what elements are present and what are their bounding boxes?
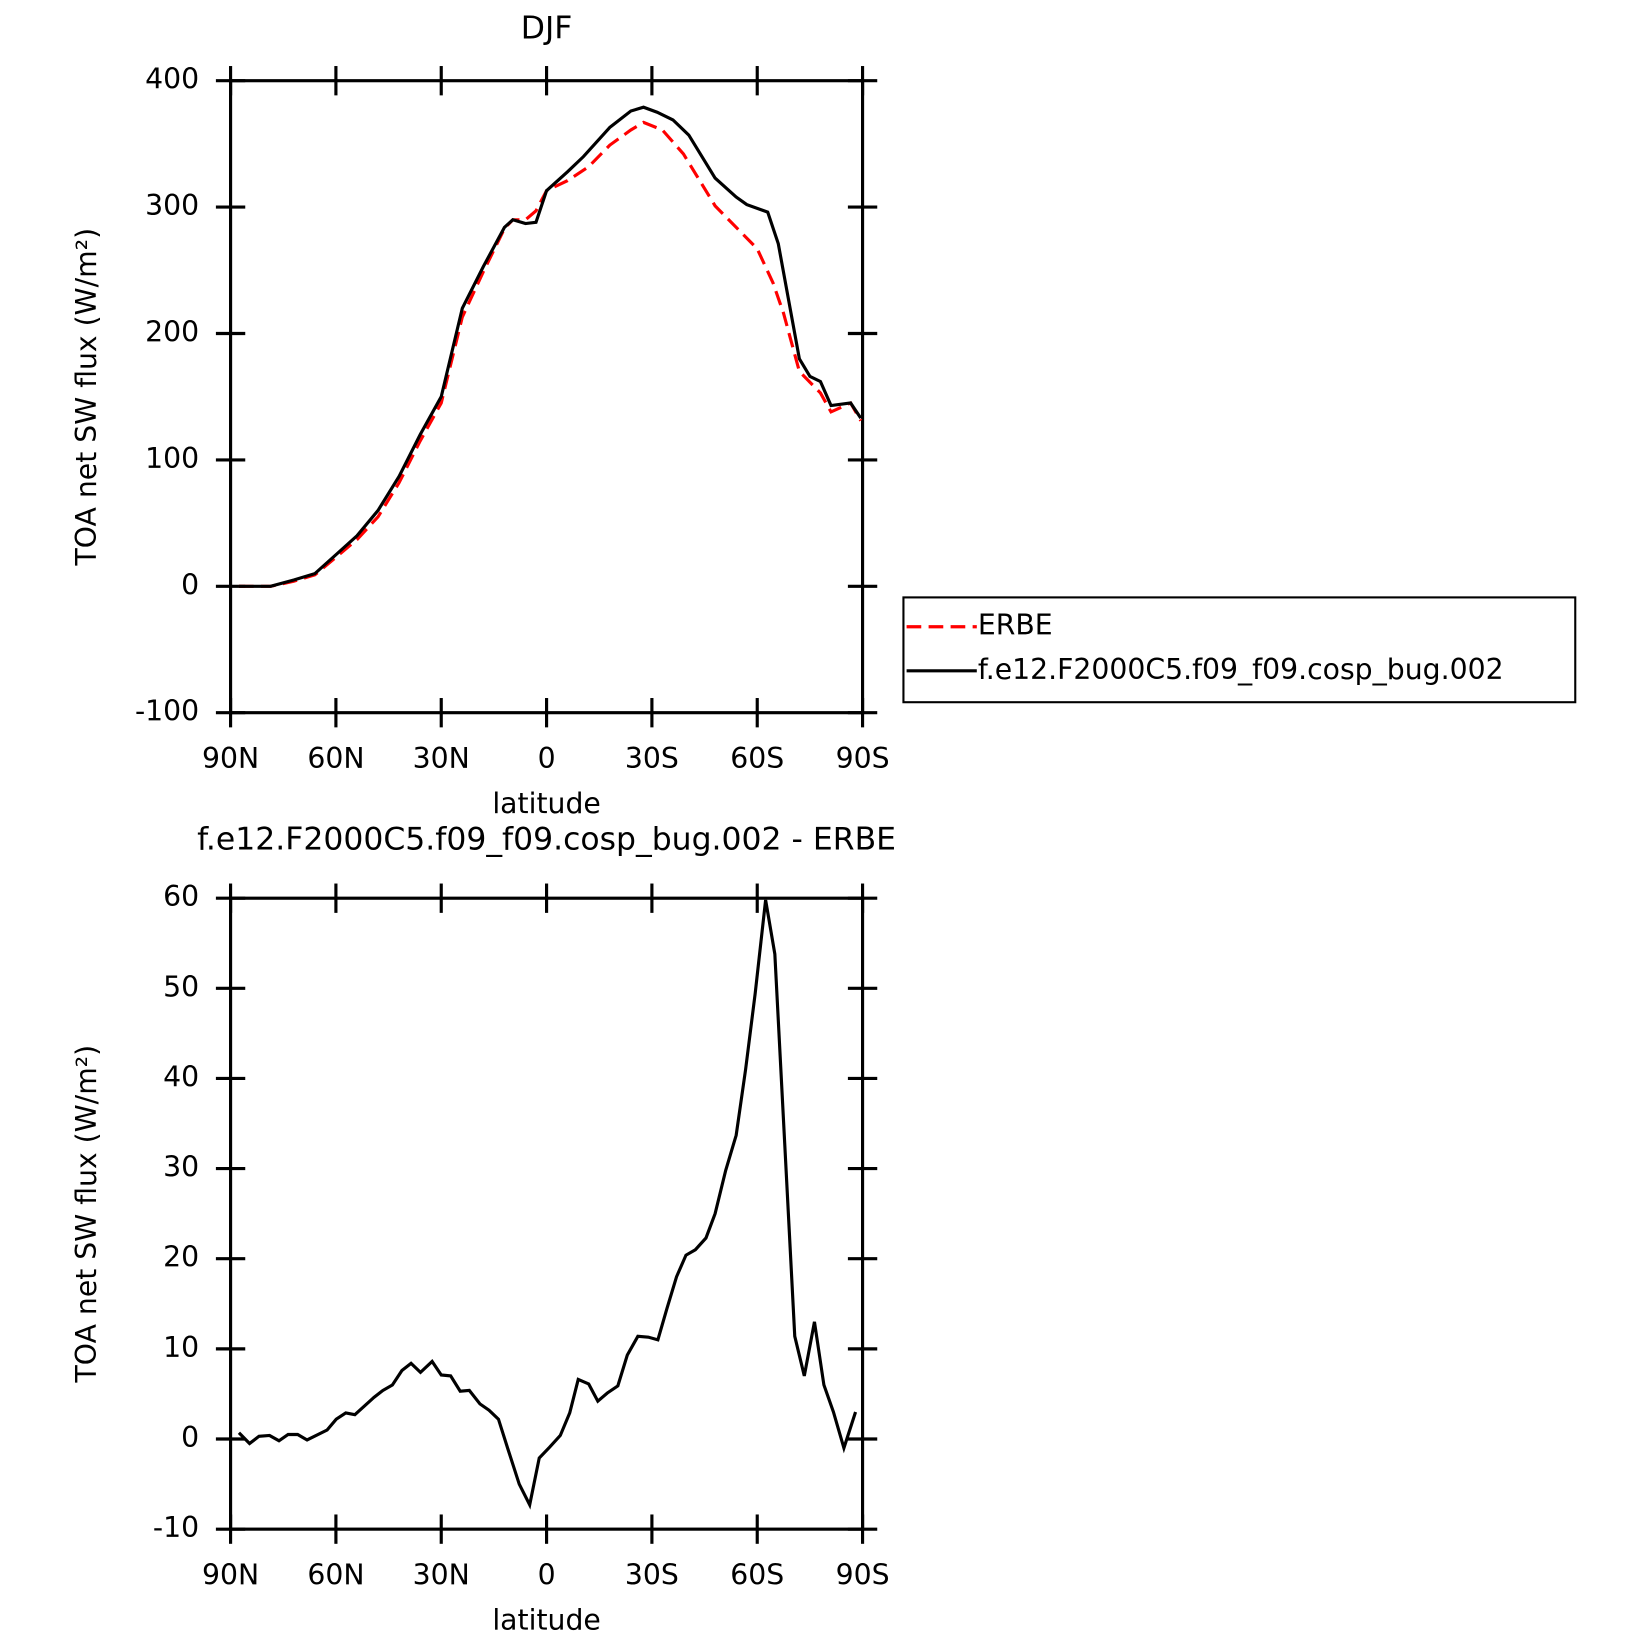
y-tick-label: 200 <box>145 315 199 348</box>
x-tick-label: 60S <box>730 1558 784 1591</box>
legend-box <box>902 596 1577 704</box>
legend-label: f.e12.F2000C5.f09_f09.cosp_bug.002 <box>978 653 1504 686</box>
x-tick-label: 60N <box>307 1558 364 1591</box>
data-line <box>238 120 863 588</box>
y-tick-label: 400 <box>145 63 199 96</box>
y-tick-label: -100 <box>135 695 199 728</box>
x-tick-label: 30S <box>625 1558 679 1591</box>
x-tick-label: 60S <box>730 742 784 775</box>
x-axis-label: latitude <box>492 787 601 820</box>
x-tick-label: 30S <box>625 742 679 775</box>
y-tick-label: 10 <box>163 1331 199 1364</box>
y-tick-label: 60 <box>163 880 199 913</box>
y-tick-label: -10 <box>153 1511 199 1544</box>
x-tick-label: 30N <box>413 1558 470 1591</box>
x-axis-label: latitude <box>492 1603 601 1635</box>
x-tick-label: 30N <box>413 742 470 775</box>
y-axis-label: TOA net SW flux (W/m²) <box>70 228 103 567</box>
y-tick-label: 30 <box>163 1151 199 1184</box>
legend-label: ERBE <box>978 609 1053 642</box>
y-tick-label: 0 <box>181 1421 199 1454</box>
x-tick-label: 90N <box>202 1558 259 1591</box>
data-line <box>237 899 858 1510</box>
y-axis-label: TOA net SW flux (W/m²) <box>70 1045 103 1384</box>
y-tick-label: 300 <box>145 189 199 222</box>
chart-title: DJF <box>521 10 573 46</box>
y-tick-label: 0 <box>181 568 199 601</box>
x-tick-label: 90S <box>836 1558 890 1591</box>
x-tick-label: 0 <box>538 742 556 775</box>
x-tick-label: 0 <box>538 1558 556 1591</box>
data-line <box>238 105 863 588</box>
y-tick-label: 100 <box>145 442 199 475</box>
y-tick-label: 50 <box>163 970 199 1003</box>
y-tick-label: 40 <box>163 1060 199 1093</box>
x-tick-label: 90S <box>836 742 890 775</box>
plot-frame <box>229 896 865 1531</box>
x-tick-label: 60N <box>307 742 364 775</box>
chart-title: f.e12.F2000C5.f09_f09.cosp_bug.002 - ERB… <box>197 822 896 858</box>
plot-frame <box>229 79 865 715</box>
y-tick-label: 20 <box>163 1241 199 1274</box>
x-tick-label: 90N <box>202 742 259 775</box>
